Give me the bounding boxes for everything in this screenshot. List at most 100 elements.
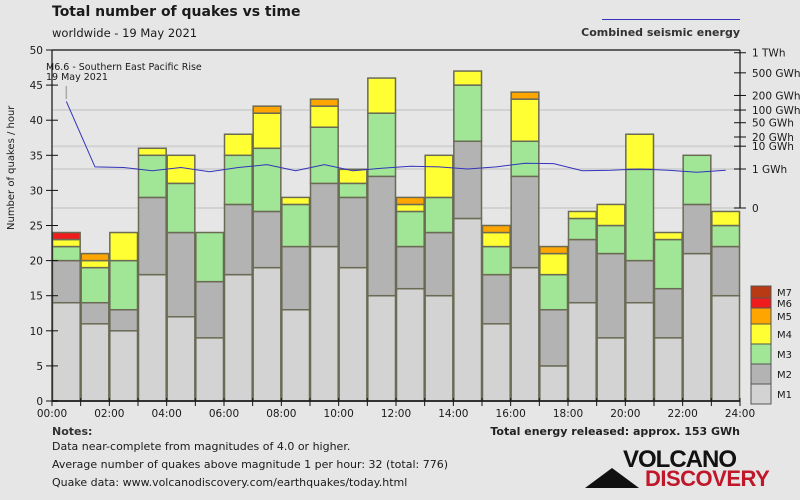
legend-label-m5: M5 bbox=[777, 312, 792, 323]
y-tick-label: 10 bbox=[30, 326, 43, 338]
bar-segment-m4 bbox=[711, 210, 741, 227]
x-tick-label: 12:00 bbox=[381, 408, 411, 420]
bar-segment-m4 bbox=[395, 203, 425, 213]
bar-segment-m1 bbox=[223, 273, 253, 402]
bar-segment-m2 bbox=[653, 287, 683, 339]
bar-segment-m2 bbox=[453, 140, 483, 220]
legend-swatch-m1 bbox=[750, 383, 772, 405]
bar-segment-m4 bbox=[481, 231, 511, 248]
bar-segment-m2 bbox=[223, 203, 253, 276]
bar-segment-m2 bbox=[137, 196, 167, 276]
bar-segment-m2 bbox=[424, 231, 454, 297]
bar-segment-m2 bbox=[711, 245, 741, 297]
bar-segment-m3 bbox=[424, 196, 454, 234]
bar-segment-m3 bbox=[510, 140, 540, 178]
bar-segment-m1 bbox=[653, 337, 683, 402]
energy-tick-label: 200 GWh bbox=[752, 90, 800, 102]
bar-segment-m3 bbox=[51, 245, 81, 262]
x-tick-label: 10:00 bbox=[324, 408, 354, 420]
x-tick-label: 06:00 bbox=[209, 408, 239, 420]
bar-segment-m4 bbox=[539, 252, 569, 276]
bar-segment-m4 bbox=[338, 168, 368, 185]
bar-segment-m3 bbox=[453, 84, 483, 143]
bar-segment-m4 bbox=[653, 231, 683, 241]
bar-segment-m3 bbox=[281, 203, 311, 248]
legend-swatch-m5 bbox=[750, 307, 772, 325]
bar-segment-m4 bbox=[424, 154, 454, 199]
notes-heading: Notes: bbox=[52, 425, 93, 438]
chart-title: Total number of quakes vs time bbox=[52, 4, 301, 20]
volcanodiscovery-logo[interactable]: VOLCANO DISCOVERY bbox=[585, 446, 770, 492]
x-tick-label: 04:00 bbox=[152, 408, 182, 420]
bar-segment-m2 bbox=[195, 280, 225, 339]
x-tick-label: 22:00 bbox=[668, 408, 698, 420]
energy-tick-label: 20 GWh bbox=[752, 132, 794, 144]
bar-segment-m3 bbox=[109, 259, 139, 311]
energy-tick-label: 10 GWh bbox=[752, 141, 794, 153]
bar-segment-m3 bbox=[711, 224, 741, 248]
y-tick-label: 40 bbox=[30, 115, 43, 127]
bar-segment-m2 bbox=[80, 301, 110, 325]
bar-segment-m3 bbox=[309, 126, 339, 185]
legend-label-m3: M3 bbox=[777, 350, 792, 361]
bar-segment-m4 bbox=[309, 105, 339, 128]
y-tick-label: 20 bbox=[30, 256, 43, 268]
bar-segment-m4 bbox=[281, 196, 311, 206]
bar-segment-m1 bbox=[481, 323, 511, 402]
energy-tick-label: 100 GWh bbox=[752, 105, 800, 117]
energy-legend-swatch bbox=[602, 19, 740, 20]
bar-segment-m1 bbox=[510, 266, 540, 402]
energy-tick-label: 0 bbox=[752, 203, 759, 215]
bar-segment-m2 bbox=[682, 203, 712, 255]
bar-segment-m3 bbox=[481, 245, 511, 276]
note-source: Quake data: www.volcanodiscovery.com/ear… bbox=[52, 476, 408, 489]
bar-segment-m3 bbox=[395, 210, 425, 248]
bar-segment-m3 bbox=[539, 273, 569, 311]
bar-segment-m2 bbox=[309, 182, 339, 248]
annotation-date: 19 May 2021 bbox=[46, 72, 108, 83]
x-tick-label: 16:00 bbox=[496, 408, 526, 420]
legend-label-m7: M7 bbox=[777, 288, 792, 299]
energy-tick-label: 50 GWh bbox=[752, 118, 794, 130]
bar-segment-m2 bbox=[596, 252, 626, 339]
bar-segment-m5 bbox=[80, 252, 110, 262]
bar-segment-m1 bbox=[682, 252, 712, 402]
x-tick-label: 20:00 bbox=[610, 408, 640, 420]
y-tick-label: 35 bbox=[30, 150, 43, 162]
bar-segment-m5 bbox=[395, 196, 425, 206]
bar-segment-m4 bbox=[625, 133, 655, 171]
bar-segment-m3 bbox=[252, 147, 282, 213]
bar-segment-m3 bbox=[137, 154, 167, 199]
legend-swatch-m6 bbox=[750, 297, 772, 309]
bar-segment-m4 bbox=[567, 210, 597, 220]
bar-segment-m1 bbox=[137, 273, 167, 402]
y-tick-label: 25 bbox=[30, 221, 43, 233]
legend-swatch-m4 bbox=[750, 323, 772, 345]
bar-segment-m1 bbox=[166, 316, 196, 402]
y-tick-label: 45 bbox=[30, 80, 43, 92]
total-energy: Total energy released: approx. 153 GWh bbox=[490, 425, 740, 438]
bar-segment-m4 bbox=[137, 147, 167, 157]
note-average: Average number of quakes above magnitude… bbox=[52, 458, 448, 471]
bar-segment-m4 bbox=[510, 98, 540, 143]
y-tick-label: 50 bbox=[30, 45, 43, 57]
legend-swatch-m3 bbox=[750, 343, 772, 365]
bar-segment-m1 bbox=[51, 301, 81, 402]
bar-segment-m1 bbox=[281, 308, 311, 402]
bar-segment-m3 bbox=[596, 224, 626, 255]
legend-label-m1: M1 bbox=[777, 390, 792, 401]
energy-legend-label: Combined seismic energy bbox=[581, 26, 740, 39]
bar-segment-m5 bbox=[510, 91, 540, 100]
energy-tick-label: 1 TWh bbox=[752, 48, 785, 60]
bar-segment-m1 bbox=[252, 266, 282, 402]
bar-segment-m5 bbox=[481, 224, 511, 234]
bar-segment-m2 bbox=[510, 175, 540, 269]
bar-segment-m1 bbox=[711, 294, 741, 402]
bar-segment-m2 bbox=[395, 245, 425, 290]
bar-segment-m4 bbox=[367, 77, 397, 114]
bar-segment-m2 bbox=[539, 308, 569, 367]
bar-segment-m1 bbox=[625, 301, 655, 402]
bar-segment-m3 bbox=[625, 168, 655, 262]
chart-subtitle: worldwide - 19 May 2021 bbox=[52, 26, 198, 40]
bar-segment-m1 bbox=[367, 294, 397, 402]
